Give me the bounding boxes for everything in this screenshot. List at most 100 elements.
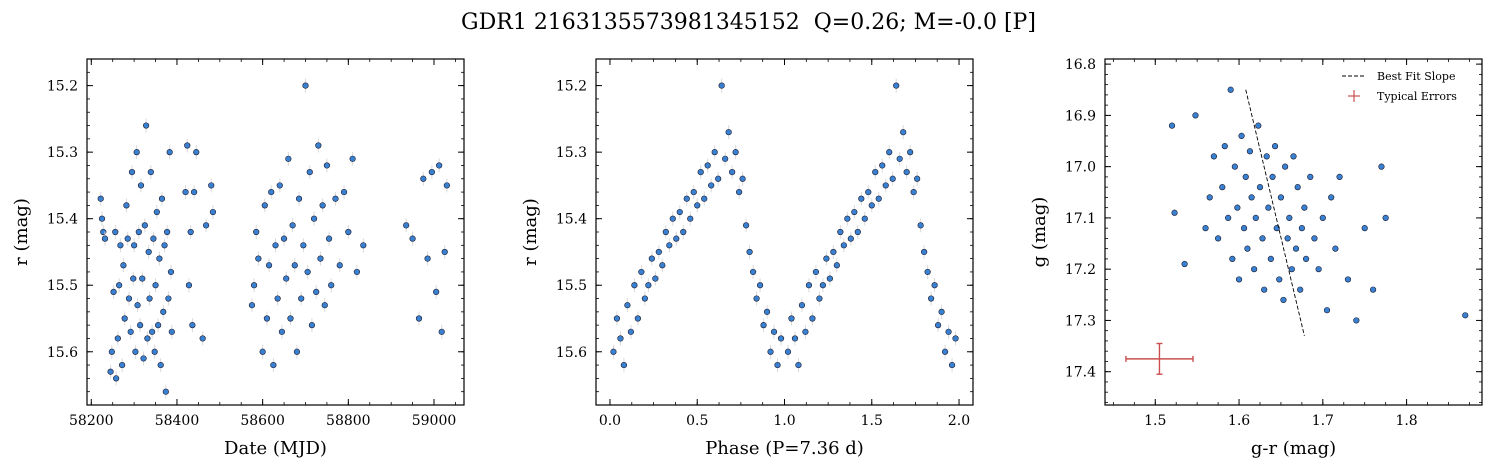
data-point <box>158 195 166 202</box>
x-tick-label: 1.6 <box>1228 413 1250 429</box>
data-point <box>872 169 879 176</box>
data-point <box>274 295 281 302</box>
data-point <box>133 149 140 156</box>
y-tick-label: 15.4 <box>556 212 587 228</box>
data-point <box>680 228 687 236</box>
data-point <box>182 188 189 196</box>
data-point <box>1244 245 1251 252</box>
x-tick-label: 1.0 <box>773 413 795 429</box>
data-point <box>610 348 617 355</box>
data-point <box>1353 317 1360 324</box>
data-point <box>931 282 938 289</box>
data-point <box>1265 204 1272 211</box>
data-point <box>185 282 193 289</box>
data-point <box>736 188 743 196</box>
data-point <box>1369 286 1377 293</box>
data-point <box>1277 194 1285 201</box>
data-point <box>1292 245 1300 252</box>
data-point <box>353 268 360 276</box>
data-point <box>202 222 210 229</box>
data-point <box>1301 204 1308 211</box>
data-point <box>914 175 921 182</box>
data-point <box>1259 235 1266 242</box>
data-point <box>415 315 423 322</box>
x-tick-label: 0.0 <box>599 413 621 429</box>
data-point <box>265 262 273 269</box>
data-point <box>795 361 802 369</box>
data-point <box>280 235 288 242</box>
data-point <box>861 215 868 222</box>
data-point <box>1382 214 1389 222</box>
lightcurve-panel: 58200 58400 58600 58800 59000 15.2 15.3 15.4 15.… <box>11 58 465 459</box>
data-point <box>189 322 196 329</box>
data-point <box>121 315 128 322</box>
data-point <box>1238 132 1245 139</box>
data-point <box>928 295 935 302</box>
data-point <box>302 82 309 89</box>
data-point <box>428 169 435 176</box>
data-point <box>152 282 159 289</box>
data-point <box>97 195 104 202</box>
data-point <box>1225 214 1232 222</box>
data-point <box>340 188 348 196</box>
data-point <box>167 268 175 276</box>
data-point <box>760 322 767 329</box>
y-tick-label: 15.6 <box>47 345 78 361</box>
data-point <box>945 328 952 335</box>
data-point <box>907 149 914 156</box>
data-point <box>160 308 167 315</box>
plot-area <box>1125 86 1469 375</box>
data-point <box>1221 143 1228 150</box>
data-point <box>166 149 173 156</box>
data-point <box>304 268 311 276</box>
data-point <box>1271 143 1279 150</box>
x-tick-label: 0.5 <box>686 413 708 429</box>
data-point <box>141 222 148 229</box>
data-point <box>295 195 303 202</box>
data-point <box>673 235 680 242</box>
data-point <box>697 169 704 176</box>
data-point <box>165 295 172 302</box>
data-point <box>321 302 328 309</box>
data-point <box>631 282 638 289</box>
data-point <box>641 295 648 302</box>
data-point <box>1192 112 1199 119</box>
data-point <box>360 242 367 249</box>
data-point <box>113 375 120 382</box>
data-point <box>648 255 655 262</box>
data-point <box>638 268 645 276</box>
data-point <box>711 149 718 156</box>
data-point <box>753 295 760 302</box>
data-point <box>802 328 809 335</box>
data-point <box>875 195 882 202</box>
data-point <box>124 235 131 242</box>
y-tick-label: 16.9 <box>1065 108 1096 124</box>
data-point <box>1267 255 1274 263</box>
data-point <box>756 282 764 289</box>
data-point <box>317 255 324 262</box>
data-point <box>1235 276 1243 283</box>
data-point <box>143 122 150 129</box>
data-point <box>117 242 124 249</box>
data-point <box>259 348 266 355</box>
data-point <box>319 202 326 209</box>
data-point <box>1297 286 1304 293</box>
data-point <box>1361 225 1368 232</box>
data-point <box>1462 312 1469 319</box>
data-point <box>763 308 771 315</box>
data-point <box>1282 163 1289 170</box>
data-point <box>310 215 318 222</box>
data-point <box>1311 235 1318 242</box>
data-point <box>1276 276 1283 283</box>
data-point <box>315 142 322 149</box>
data-point <box>147 169 154 176</box>
data-point <box>1288 266 1295 273</box>
data-point <box>938 308 945 315</box>
data-point <box>1227 86 1234 93</box>
data-point <box>819 282 826 289</box>
data-point <box>666 242 673 249</box>
data-point <box>132 348 139 355</box>
data-point <box>291 262 298 269</box>
color-magnitude-panel: 1.5 1.6 1.7 1.8 16.8 16.9 17.0 17.1 17.2 17.3 17.4… <box>1029 57 1483 459</box>
